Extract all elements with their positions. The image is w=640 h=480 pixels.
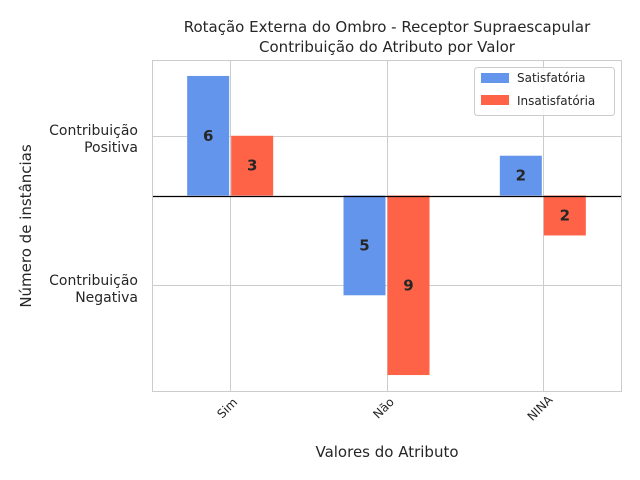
y-tick-positive-line1: Contribuição [49,123,138,139]
bar-label-satisfatoria-nao: 5 [359,236,369,254]
y-tick-negative-line2: Negativa [75,290,138,306]
bar-labels: 6 3 5 9 2 2 [203,127,570,295]
legend-swatch-satisfatoria [481,73,509,83]
bar-label-satisfatoria-nina: 2 [516,167,526,185]
legend-swatch-insatisfatoria [481,95,509,105]
bar-satisfatoria-nao [343,195,386,296]
legend-box [474,67,615,116]
bar-insatisfatoria-nao [387,195,430,376]
legend: Satisfatória Insatisfatória [474,67,615,116]
chart-title-line1: Rotação Externa do Ombro - Receptor Supr… [184,18,591,36]
y-tick-positive-line2: Positiva [84,140,138,156]
bar-label-insatisfatoria-nina: 2 [560,207,570,225]
bar-label-satisfatoria-sim: 6 [203,127,213,145]
y-axis-label: Número de instâncias [17,144,35,308]
bar-insatisfatoria-sim [231,135,274,196]
y-tick-negative-line1: Contribuição [49,273,138,289]
bar-insatisfatoria-nina [543,195,586,236]
plot-frame [152,60,622,392]
bar-satisfatoria-sim [187,75,230,196]
legend-label-satisfatoria: Satisfatória [517,71,586,85]
x-axis-label: Valores do Atributo [315,443,458,461]
bars [187,75,586,376]
legend-label-insatisfatoria: Insatisfatória [517,94,595,108]
bar-satisfatoria-nina [499,155,542,196]
y-tick-labels: Contribuição Positiva Contribuição Negat… [49,123,138,306]
bar-label-insatisfatoria-sim: 3 [247,157,257,175]
bar-label-insatisfatoria-nao: 9 [403,276,413,294]
chart-title-line2: Contribuição do Atributo por Valor [259,38,516,56]
